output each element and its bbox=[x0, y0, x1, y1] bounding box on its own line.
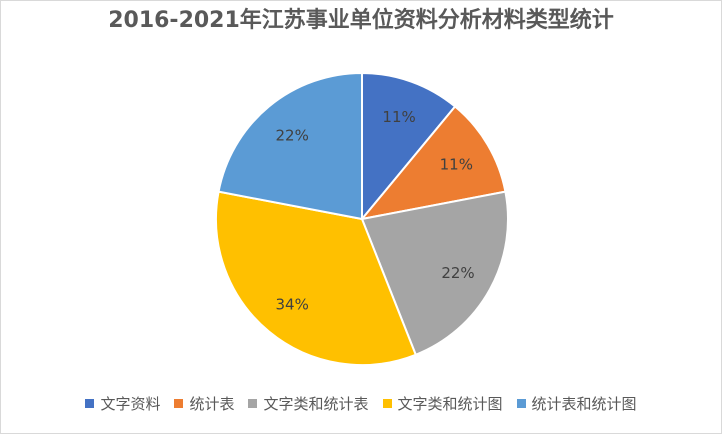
slice-data-label: 11% bbox=[382, 108, 415, 126]
legend-label: 文字类和统计图 bbox=[397, 395, 503, 413]
legend-swatch bbox=[248, 399, 258, 408]
legend-item-text-and-table: 文字类和统计表 bbox=[248, 393, 369, 414]
legend-swatch bbox=[85, 399, 95, 408]
legend-item-text-and-chart: 文字类和统计图 bbox=[382, 393, 503, 414]
legend-item-table-and-chart: 统计表和统计图 bbox=[516, 393, 637, 414]
legend-label: 统计表 bbox=[189, 395, 235, 413]
slice-data-label: 34% bbox=[276, 295, 309, 313]
legend-swatch bbox=[516, 399, 526, 408]
slice-data-label: 22% bbox=[276, 127, 309, 145]
slice-text-data bbox=[361, 71, 457, 222]
legend-swatch bbox=[382, 399, 392, 408]
slice-data-label: 11% bbox=[440, 155, 473, 173]
legend-label: 文字类和统计表 bbox=[263, 395, 369, 413]
legend: 文字资料 统计表 文字类和统计表 文字类和统计图 统计表和统计图 bbox=[1, 393, 721, 414]
slice-table-and-chart bbox=[217, 71, 363, 221]
legend-item-text-data: 文字资料 bbox=[85, 393, 160, 414]
legend-item-statistical-table: 统计表 bbox=[174, 393, 234, 414]
slice-statistical-table bbox=[359, 105, 507, 221]
chart-title: 2016-2021年江苏事业单位资料分析材料类型统计 bbox=[108, 8, 614, 33]
legend-swatch bbox=[174, 399, 184, 408]
legend-label: 文字资料 bbox=[100, 395, 161, 413]
slice-data-label: 22% bbox=[441, 264, 474, 282]
legend-label: 统计表和统计图 bbox=[531, 395, 637, 413]
slice-text-and-chart bbox=[215, 190, 418, 366]
slice-text-and-table bbox=[360, 190, 509, 357]
